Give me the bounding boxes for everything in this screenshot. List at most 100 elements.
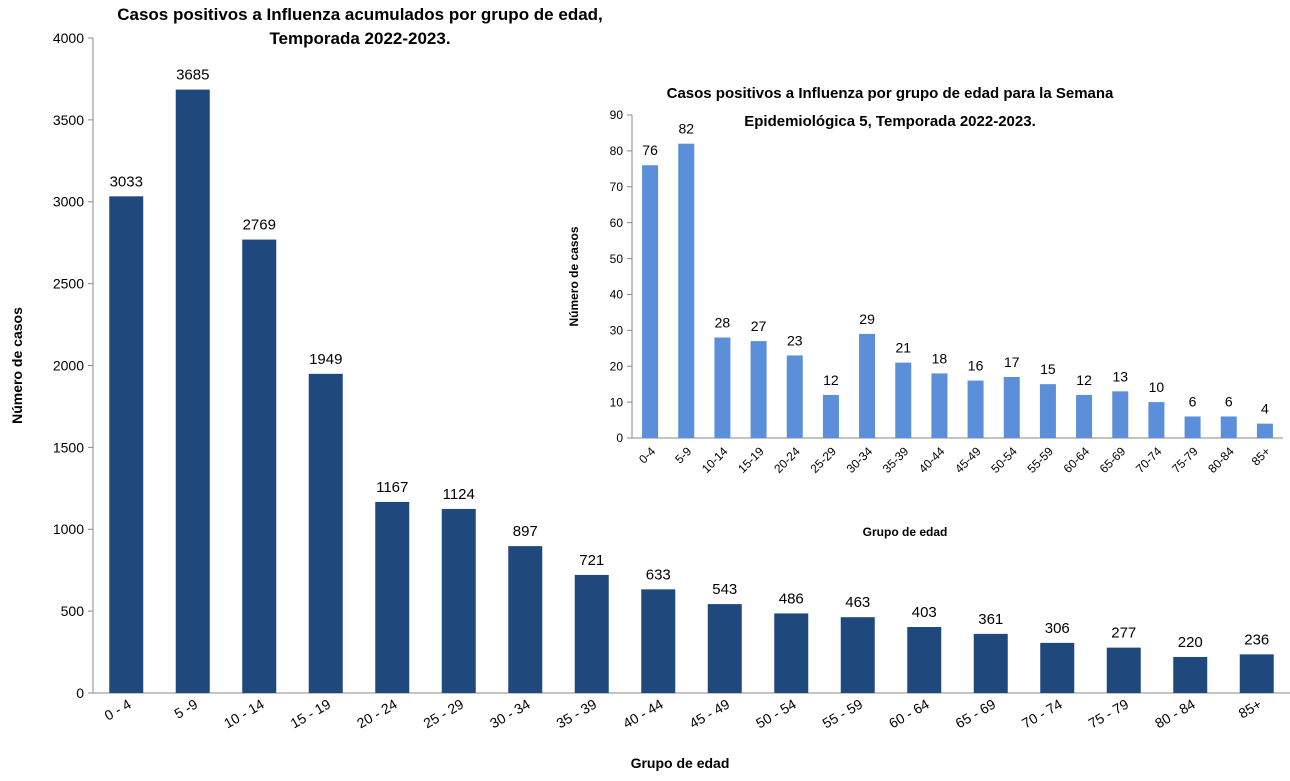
- bar: [678, 143, 695, 438]
- chart-title: Epidemiológica 5, Temporada 2022-2023.: [744, 113, 1036, 130]
- x-tick-label: 5-9: [672, 444, 694, 466]
- x-tick-label: 50 - 54: [753, 696, 799, 732]
- data-label: 18: [932, 350, 948, 366]
- bar: [1220, 416, 1237, 438]
- data-label: 15: [1040, 361, 1056, 377]
- data-label: 3685: [176, 67, 209, 84]
- bar: [1040, 642, 1075, 693]
- bar: [714, 337, 731, 438]
- y-tick-label: 3000: [53, 194, 84, 210]
- bar: [822, 394, 839, 438]
- y-tick-label: 90: [610, 108, 624, 122]
- y-tick-label: 1000: [53, 521, 84, 537]
- x-tick-label: 75 - 79: [1085, 696, 1131, 732]
- x-tick-label: 65 - 69: [952, 696, 998, 732]
- y-tick-label: 4000: [53, 30, 84, 46]
- bar: [859, 333, 876, 438]
- y-axis-label: Número de casos: [9, 307, 25, 424]
- y-tick-label: 70: [610, 180, 624, 194]
- y-tick-label: 20: [610, 359, 624, 373]
- data-label: 543: [712, 581, 737, 598]
- x-tick-label: 10 - 14: [221, 696, 267, 732]
- data-label: 1124: [443, 486, 475, 503]
- y-tick-label: 60: [610, 216, 624, 230]
- bar: [967, 380, 984, 438]
- x-tick-label: 55-59: [1024, 444, 1056, 476]
- x-tick-label: 85+: [1249, 444, 1273, 468]
- bar: [175, 89, 210, 694]
- y-tick-label: 40: [610, 288, 624, 302]
- y-tick-label: 1500: [53, 439, 84, 455]
- chart-title: Casos positivos a Influenza por grupo de…: [667, 85, 1114, 102]
- data-label: 2769: [243, 217, 276, 234]
- data-label: 76: [642, 142, 658, 158]
- data-label: 16: [968, 358, 984, 374]
- bar: [642, 165, 659, 438]
- bar: [508, 546, 543, 693]
- x-tick-label: 45-49: [952, 444, 984, 476]
- x-tick-label: 70-74: [1133, 444, 1165, 476]
- bar: [441, 508, 476, 693]
- bar: [840, 617, 875, 693]
- bar: [1173, 656, 1208, 693]
- data-label: 23: [787, 332, 803, 348]
- bar: [786, 355, 803, 438]
- x-tick-label: 75-79: [1169, 444, 1201, 476]
- y-tick-label: 0: [616, 431, 623, 445]
- bar: [641, 589, 676, 693]
- data-label: 403: [912, 604, 937, 621]
- y-tick-label: 30: [610, 324, 624, 338]
- data-label: 17: [1004, 354, 1020, 370]
- data-label: 6: [1225, 393, 1233, 409]
- data-label: 1949: [309, 351, 342, 368]
- x-tick-label: 45 - 49: [686, 696, 732, 732]
- data-label: 277: [1111, 625, 1136, 642]
- x-tick-label: 10-14: [699, 444, 731, 476]
- data-label: 897: [513, 523, 538, 540]
- data-label: 3033: [110, 173, 143, 190]
- data-label: 82: [678, 121, 694, 137]
- y-tick-label: 10: [610, 395, 624, 409]
- bar: [750, 341, 767, 438]
- bar: [574, 574, 609, 693]
- x-tick-label: 0-4: [636, 444, 658, 466]
- data-label: 12: [1076, 372, 1092, 388]
- bar: [1256, 423, 1273, 438]
- x-axis-label: Grupo de edad: [631, 755, 730, 771]
- data-label: 633: [646, 566, 671, 583]
- bar: [1003, 376, 1020, 438]
- x-tick-label: 15-19: [735, 444, 767, 476]
- bar: [907, 627, 942, 693]
- bar: [375, 501, 410, 693]
- x-tick-label: 70 - 74: [1019, 696, 1065, 732]
- x-tick-label: 65-69: [1097, 444, 1129, 476]
- x-tick-label: 60 - 64: [886, 696, 932, 732]
- y-tick-label: 50: [610, 252, 624, 266]
- bar: [774, 613, 809, 693]
- bar: [308, 373, 343, 693]
- data-label: 21: [895, 340, 911, 356]
- data-label: 10: [1149, 379, 1165, 395]
- x-tick-label: 40 - 44: [620, 696, 666, 732]
- data-label: 1167: [376, 479, 408, 496]
- y-tick-label: 2500: [53, 276, 84, 292]
- data-label: 12: [823, 372, 839, 388]
- x-tick-label: 20 - 24: [354, 696, 400, 732]
- x-tick-label: 20-24: [771, 444, 803, 476]
- x-tick-label: 60-64: [1061, 444, 1093, 476]
- data-label: 463: [845, 594, 870, 611]
- x-tick-label: 30 - 34: [487, 696, 533, 732]
- data-label: 27: [751, 318, 767, 334]
- data-label: 361: [978, 611, 1003, 628]
- x-tick-label: 40-44: [916, 444, 948, 476]
- data-label: 306: [1045, 620, 1070, 637]
- bar: [707, 604, 742, 693]
- bar: [931, 373, 948, 438]
- data-label: 13: [1112, 368, 1128, 384]
- x-tick-label: 35 - 39: [553, 696, 599, 732]
- x-axis-label: Grupo de edad: [863, 525, 948, 539]
- data-label: 4: [1261, 401, 1269, 417]
- x-tick-label: 15 - 19: [287, 696, 333, 732]
- bar: [1239, 654, 1274, 693]
